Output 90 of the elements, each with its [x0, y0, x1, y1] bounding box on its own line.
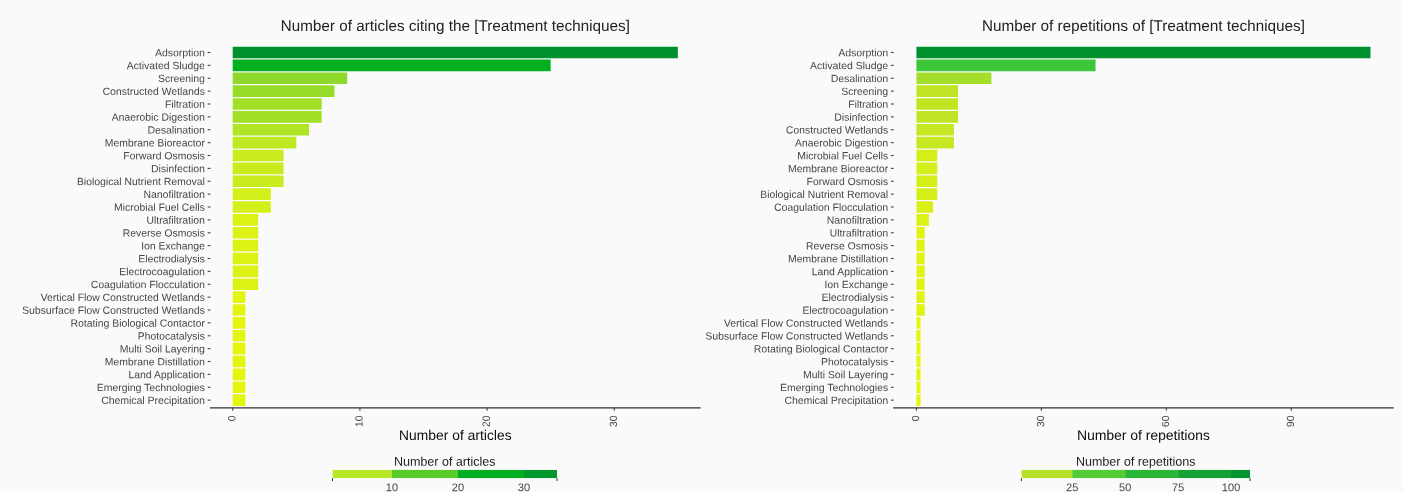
y-tick-label: Reverse Osmosis: [123, 228, 205, 237]
color-bar-label: 30: [518, 483, 530, 492]
y-tick-label: Filtration: [165, 100, 205, 108]
bar: [232, 252, 259, 265]
y-tick-label: Constructed Wetlands: [103, 87, 205, 95]
y-tick-label: Photocatalysis: [821, 357, 888, 368]
y-tick-label: Ion Exchange: [142, 241, 205, 252]
x-tick-label: 0: [228, 415, 236, 421]
y-tick-label: Rotating Biological Contactor: [754, 344, 888, 355]
y-tick-label: Emerging Technologies: [97, 383, 205, 394]
bar: [916, 72, 992, 85]
y-tick-label: Microbial Fuel Cells: [798, 151, 888, 160]
bar: [232, 149, 284, 162]
y-tick-label: Adsorption: [155, 48, 205, 59]
y-tick-label: Membrane Bioreactor: [105, 138, 205, 147]
bar: [232, 136, 297, 149]
color-bar-label: 50: [1119, 483, 1131, 492]
bar: [232, 355, 246, 368]
bar: [916, 59, 1096, 72]
y-tick-label: Activated Sludge: [810, 61, 888, 72]
y-tick-label: Land Application: [812, 267, 888, 278]
y-tick-label: Screening: [158, 74, 205, 85]
x-tick-label: 10: [355, 415, 363, 427]
color-bar-title: Number of articles: [395, 456, 496, 466]
y-tick-label: Membrane Distillation: [105, 357, 205, 366]
y-tick-label: Multi Soil Layering: [803, 370, 888, 381]
y-tick-label: Screening: [841, 87, 888, 98]
bar: [916, 252, 925, 265]
chart-title: Number of repetitions of [Treatment techniques]: [983, 19, 1304, 35]
bar: [232, 59, 551, 72]
y-tick-label: Vertical Flow Constructed Wetlands: [40, 293, 205, 302]
y-tick-label: Electrodialysis: [139, 254, 205, 265]
y-tick-label: Nanofiltration: [144, 190, 205, 199]
color-bar-title: Number of repetitions: [1077, 456, 1196, 469]
y-tick-label: Biological Nutrient Removal: [761, 190, 888, 201]
y-tick-label: Disinfection: [151, 164, 205, 173]
y-tick-label: Multi Soil Layering: [120, 344, 205, 355]
y-tick-label: Coagulation Flocculation: [91, 280, 205, 291]
y-tick-label: Nanofiltration: [827, 216, 888, 224]
y-tick-label: Forward Osmosis: [807, 177, 888, 186]
y-tick-label: Biological Nutrient Removal: [77, 177, 205, 188]
x-tick-label: 20: [482, 415, 490, 427]
y-tick-label: Chemical Precipitation: [785, 396, 888, 407]
y-tick-label: Disinfection: [835, 113, 888, 121]
bar: [916, 149, 938, 162]
color-bar-label: 100: [1222, 483, 1240, 492]
y-tick-label: Coagulation Flocculation: [774, 203, 888, 213]
y-tick-label: Membrane Bioreactor: [788, 164, 888, 173]
color-bar-label: 75: [1172, 483, 1184, 492]
x-tick-label: 90: [1286, 415, 1295, 427]
y-tick-label: Forward Osmosis: [124, 151, 205, 160]
y-tick-label: Anaerobic Digestion: [794, 138, 888, 149]
x-axis-title: Number of repetitions: [1078, 429, 1210, 443]
y-tick-label: Electrocoagulation: [120, 267, 205, 278]
bar: [232, 46, 678, 59]
y-tick-label: Ultrafiltration: [830, 228, 888, 237]
x-tick-label: 30: [1036, 415, 1045, 427]
y-tick-label: Ultrafiltration: [147, 216, 205, 224]
y-tick-label: Subsurface Flow Constructed Wetlands: [22, 306, 205, 314]
bar: [232, 123, 310, 136]
y-tick-label: Photocatalysis: [138, 331, 205, 342]
y-tick-label: Emerging Technologies: [780, 383, 888, 394]
y-tick-label: Land Application: [129, 370, 205, 381]
y-tick-label: Subsurface Flow Constructed Wetlands: [705, 331, 888, 340]
y-tick-label: Rotating Biological Contactor: [71, 319, 205, 329]
y-tick-label: Vertical Flow Constructed Wetlands: [723, 319, 888, 327]
bar: [916, 355, 921, 368]
y-tick-label: Reverse Osmosis: [806, 241, 888, 250]
color-bar-label: 10: [386, 483, 398, 492]
y-tick-label: Activated Sludge: [126, 61, 205, 72]
y-tick-label: Microbial Fuel Cells: [114, 203, 205, 211]
y-tick-label: Electrocoagulation: [803, 306, 888, 316]
y-tick-label: Membrane Distillation: [788, 254, 888, 263]
y-tick-label: Electrodialysis: [822, 293, 888, 304]
y-tick-label: Desalination: [148, 125, 205, 134]
chart-title: Number of articles citing the [Treatment techniques]: [281, 19, 629, 35]
y-tick-label: Desalination: [831, 74, 888, 83]
color-bar-label: 20: [452, 483, 464, 492]
y-tick-label: Anaerobic Digestion: [111, 113, 205, 123]
x-tick-label: 0: [911, 415, 920, 421]
x-tick-label: 30: [609, 415, 618, 427]
y-tick-label: Ion Exchange: [825, 280, 888, 291]
y-tick-label: Adsorption: [838, 48, 888, 59]
x-tick-label: 60: [1161, 415, 1170, 427]
y-tick-label: Constructed Wetlands: [786, 125, 888, 134]
bar: [916, 46, 1371, 59]
y-tick-label: Chemical Precipitation: [101, 396, 205, 407]
y-tick-label: Filtration: [849, 100, 888, 108]
color-bar-label: 25: [1066, 483, 1078, 492]
x-axis-title: Number of articles: [400, 429, 512, 441]
